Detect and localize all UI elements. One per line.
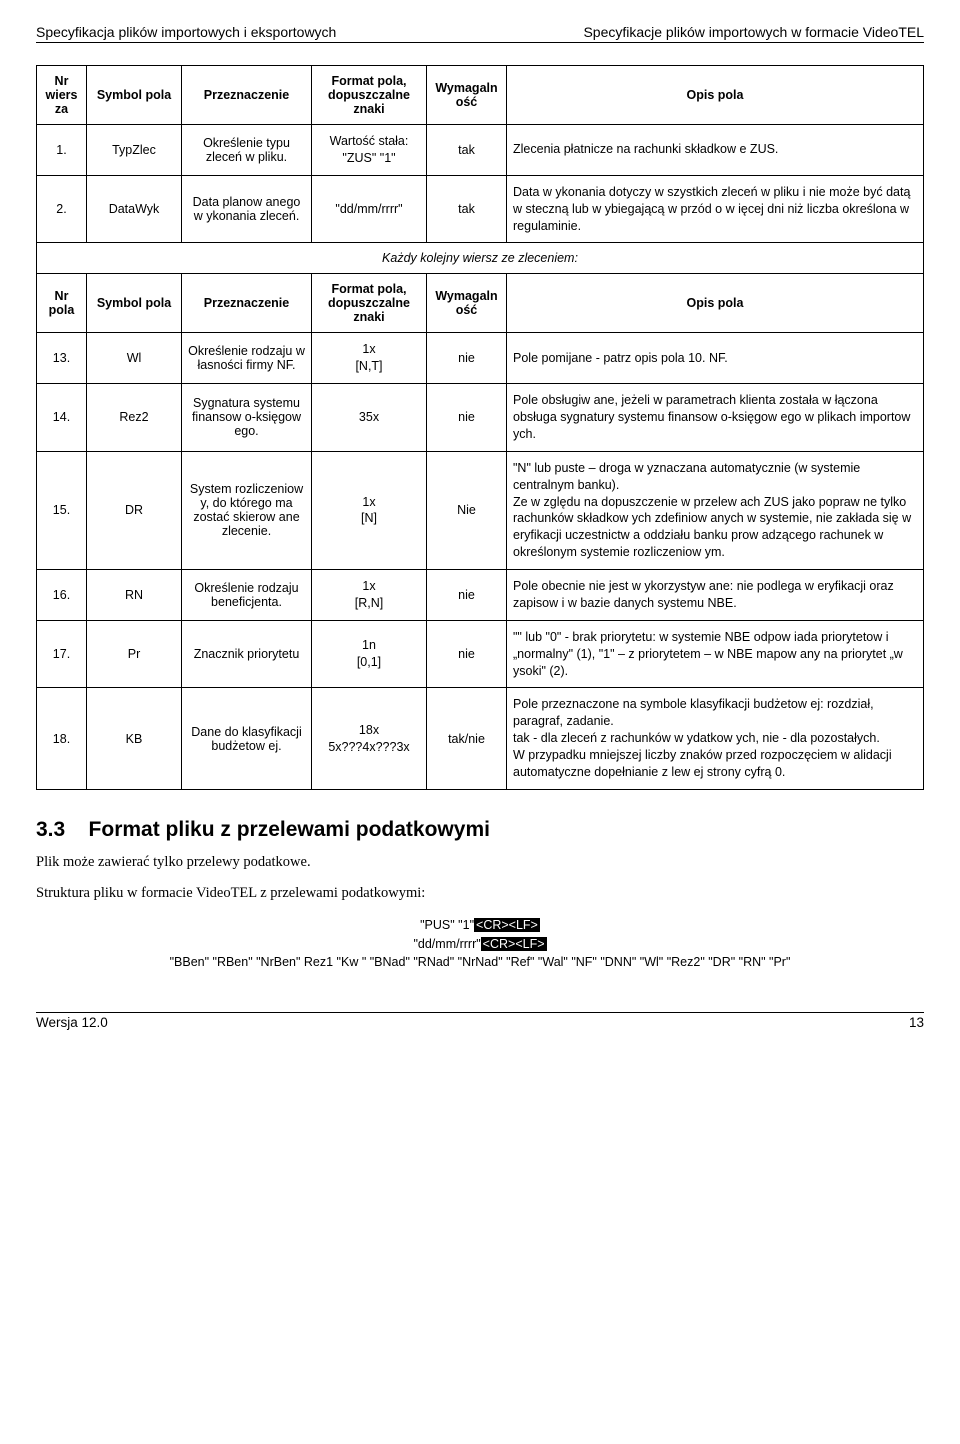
table-cell: DR: [87, 451, 182, 569]
subheader-text: Każdy kolejny wiersz ze zleceniem:: [37, 243, 924, 274]
table-cell: Znacznik priorytetu: [182, 620, 312, 688]
table-cell: 18.: [37, 688, 87, 789]
table-cell: nie: [427, 620, 507, 688]
table-row: 15.DRSystem rozliczeniow y, do którego m…: [37, 451, 924, 569]
th2-prz: Przeznaczenie: [182, 274, 312, 333]
table-cell: 14.: [37, 384, 87, 452]
th-prz: Przeznaczenie: [182, 66, 312, 125]
table-cell: 13.: [37, 333, 87, 384]
code-block: "PUS" "1"<CR><LF> "dd/mm/rrrr"<CR><LF> "…: [80, 916, 880, 972]
table-cell: System rozliczeniow y, do którego ma zos…: [182, 451, 312, 569]
table-cell: Wartość stała: "ZUS" "1": [312, 125, 427, 176]
table-cell: Data planow anego w ykonania zleceń.: [182, 175, 312, 243]
table-cell: Określenie rodzaju beneficjenta.: [182, 570, 312, 621]
table-row: 14.Rez2Sygnatura systemu finansow o-księ…: [37, 384, 924, 452]
table-cell: tak: [427, 125, 507, 176]
table-cell: nie: [427, 333, 507, 384]
th-wym: Wymagaln ość: [427, 66, 507, 125]
th-fmt: Format pola, dopuszczalne znaki: [312, 66, 427, 125]
table-cell: RN: [87, 570, 182, 621]
th2-nr: Nr pola: [37, 274, 87, 333]
table-cell: 17.: [37, 620, 87, 688]
table-cell: nie: [427, 384, 507, 452]
table-cell: 16.: [37, 570, 87, 621]
code-line-1: "PUS" "1"<CR><LF>: [80, 916, 880, 935]
table-cell: "" lub "0" - brak priorytetu: w systemie…: [507, 620, 924, 688]
th-nr: Nr wiers za: [37, 66, 87, 125]
th-opis: Opis pola: [507, 66, 924, 125]
th-sym: Symbol pola: [87, 66, 182, 125]
table-cell: 1x [N,T]: [312, 333, 427, 384]
table-cell: "N" lub puste – droga w yznaczana automa…: [507, 451, 924, 569]
table-cell: Pole przeznaczone na symbole klasyfikacj…: [507, 688, 924, 789]
table-cell: tak: [427, 175, 507, 243]
table-cell: Nie: [427, 451, 507, 569]
table-cell: tak/nie: [427, 688, 507, 789]
table-cell: Pole obsługiw ane, jeżeli w parametrach …: [507, 384, 924, 452]
th2-opis: Opis pola: [507, 274, 924, 333]
table-cell: nie: [427, 570, 507, 621]
section-intro: Plik może zawierać tylko przelewy podatk…: [36, 854, 924, 871]
header-left: Specyfikacja plików importowych i ekspor…: [36, 24, 336, 40]
table-row: 2.DataWykData planow anego w ykonania zl…: [37, 175, 924, 243]
subheader-row: Każdy kolejny wiersz ze zleceniem:: [37, 243, 924, 274]
section-subtitle: Struktura pliku w formacie VideoTEL z pr…: [36, 885, 924, 902]
section-title: Format pliku z przelewami podatkowymi: [89, 818, 490, 841]
code-line-2: "dd/mm/rrrr"<CR><LF>: [80, 935, 880, 954]
table-cell: Pole pomijane - patrz opis pola 10. NF.: [507, 333, 924, 384]
table-cell: "dd/mm/rrrr": [312, 175, 427, 243]
table-cell: KB: [87, 688, 182, 789]
section-heading: 3.3 Format pliku z przelewami podatkowym…: [36, 818, 924, 842]
table-row: 13.WlOkreślenie rodzaju w łasności firmy…: [37, 333, 924, 384]
table-cell: Określenie typu zleceń w pliku.: [182, 125, 312, 176]
table2-head: Nr pola Symbol pola Przeznaczenie Format…: [37, 274, 924, 333]
page-header: Specyfikacja plików importowych i ekspor…: [36, 24, 924, 43]
table-cell: 18x 5x???4x???3x: [312, 688, 427, 789]
table-cell: 1x [N]: [312, 451, 427, 569]
th2-fmt: Format pola, dopuszczalne znaki: [312, 274, 427, 333]
table-cell: Pole obecnie nie jest w ykorzystyw ane: …: [507, 570, 924, 621]
crlf-marker: <CR><LF>: [474, 918, 540, 932]
table-cell: TypZlec: [87, 125, 182, 176]
table-cell: Data w ykonania dotyczy w szystkich zlec…: [507, 175, 924, 243]
th2-sym: Symbol pola: [87, 274, 182, 333]
table-cell: Wl: [87, 333, 182, 384]
code-text-2: "dd/mm/rrrr": [413, 937, 480, 951]
table-row: 16.RNOkreślenie rodzaju beneficjenta.1x …: [37, 570, 924, 621]
table-cell: 1n [0,1]: [312, 620, 427, 688]
table-cell: Określenie rodzaju w łasności firmy NF.: [182, 333, 312, 384]
table-cell: 35x: [312, 384, 427, 452]
table-row: 1.TypZlecOkreślenie typu zleceń w pliku.…: [37, 125, 924, 176]
section-num: 3.3: [36, 818, 65, 841]
table-cell: Rez2: [87, 384, 182, 452]
table-cell: DataWyk: [87, 175, 182, 243]
th2-wym: Wymagaln ość: [427, 274, 507, 333]
table-cell: Pr: [87, 620, 182, 688]
table-cell: Sygnatura systemu finansow o-księgow ego…: [182, 384, 312, 452]
table1-head: Nr wiers za Symbol pola Przeznaczenie Fo…: [37, 66, 924, 125]
table-cell: Dane do klasyfikacji budżetow ej.: [182, 688, 312, 789]
header-right: Specyfikacje plików importowych w formac…: [583, 24, 924, 40]
table-row: 18.KBDane do klasyfikacji budżetow ej.18…: [37, 688, 924, 789]
table-cell: 1x [R,N]: [312, 570, 427, 621]
table-cell: Zlecenia płatnicze na rachunki składkow …: [507, 125, 924, 176]
page-footer: Wersja 12.0 13: [36, 1012, 924, 1030]
table-cell: 15.: [37, 451, 87, 569]
footer-left: Wersja 12.0: [36, 1015, 108, 1030]
table-header-rows: Nr wiers za Symbol pola Przeznaczenie Fo…: [36, 65, 924, 790]
crlf-marker: <CR><LF>: [481, 937, 547, 951]
footer-right: 13: [909, 1015, 924, 1030]
table-row: 17.PrZnacznik priorytetu1n [0,1]nie"" lu…: [37, 620, 924, 688]
table-cell: 2.: [37, 175, 87, 243]
code-text-1: "PUS" "1": [420, 918, 474, 932]
table-cell: 1.: [37, 125, 87, 176]
code-line-3: "BBen" "RBen" "NrBen" Rez1 "Kw " "BNad" …: [80, 953, 880, 972]
